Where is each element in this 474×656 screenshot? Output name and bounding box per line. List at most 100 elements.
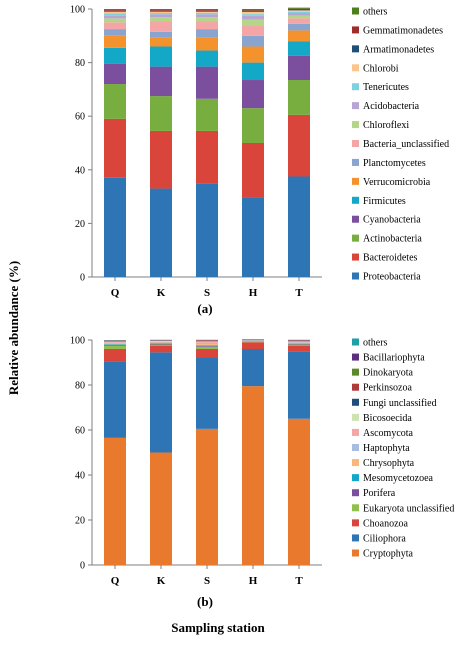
bar-segment <box>104 47 126 64</box>
legend-swatch <box>352 383 359 391</box>
bar-segment <box>150 13 172 15</box>
bar-segment <box>196 10 218 11</box>
bar-segment <box>288 55 310 81</box>
y-tick-label: 40 <box>75 471 85 482</box>
bar-segment <box>104 29 126 36</box>
bar-segment <box>150 46 172 67</box>
legend-label: Eukaryota unclassified <box>363 503 454 514</box>
x-tick-label: Q <box>111 287 120 299</box>
bar-segment <box>288 344 310 346</box>
panel-label: (a) <box>197 301 212 316</box>
legend-label: Mesomycetozoea <box>363 473 434 484</box>
bar-segment <box>196 10 218 12</box>
bar-segment <box>104 84 126 119</box>
x-tick-label: Q <box>111 575 120 587</box>
legend-swatch <box>352 353 359 361</box>
legend-swatch <box>352 177 359 185</box>
legend-swatch <box>352 140 359 147</box>
legend-swatch <box>352 413 359 421</box>
x-tick-label: T <box>295 575 303 587</box>
legend-swatch <box>352 459 359 467</box>
bar-segment <box>242 108 264 143</box>
legend-label: Gemmatimonadetes <box>363 25 443 36</box>
bar-segment <box>150 11 172 14</box>
bar-segment <box>288 10 310 12</box>
bar-segment <box>288 418 310 565</box>
bar-segment <box>196 358 218 429</box>
legend-label: Cyanobacteria <box>363 215 421 226</box>
bar-segment <box>196 344 218 346</box>
bar-segment <box>242 349 264 387</box>
bar-segment <box>150 10 172 11</box>
legend-label: Perkinsozoa <box>363 383 412 394</box>
legend-swatch <box>352 26 359 34</box>
bar-segment <box>104 344 126 346</box>
bar-segment <box>288 15 310 19</box>
legend-label: Chloroflexi <box>363 120 409 131</box>
bar-segment <box>196 346 218 349</box>
bar-segment <box>150 342 172 344</box>
bar-segment <box>104 342 126 343</box>
y-tick-label: 40 <box>75 165 85 176</box>
x-tick-label: S <box>204 575 210 587</box>
legend-label: Porifera <box>363 488 396 499</box>
bar-segment <box>104 361 126 438</box>
x-tick-label: K <box>157 575 166 587</box>
bar-segment <box>288 13 310 16</box>
y-tick-label: 0 <box>80 273 85 284</box>
bar-segment <box>242 25 264 36</box>
bar-segment <box>288 80 310 115</box>
bar-segment <box>196 98 218 131</box>
y-tick-label: 20 <box>75 219 85 230</box>
bar-segment <box>104 15 126 19</box>
x-tick-label: S <box>204 287 210 299</box>
bar-segment <box>104 11 126 14</box>
bar-segment <box>104 9 126 11</box>
y-tick-label: 60 <box>75 426 85 437</box>
legend-swatch <box>352 489 359 497</box>
bar-segment <box>196 17 218 22</box>
bar-segment <box>150 10 172 12</box>
bar-segment <box>196 341 218 343</box>
bar-segment <box>150 341 172 343</box>
legend-swatch <box>352 549 359 557</box>
legend-swatch <box>352 474 359 482</box>
bar-segment <box>242 35 264 47</box>
bar-segment <box>242 341 264 343</box>
legend-swatch <box>352 444 359 451</box>
bar-segment <box>196 12 218 15</box>
legend-swatch <box>352 83 359 91</box>
legend-label: Bicosoecida <box>363 413 412 424</box>
legend-swatch <box>352 504 359 512</box>
legend-label: Haptophyta <box>363 443 410 454</box>
bar-segment <box>196 342 218 343</box>
bar-segment <box>150 343 172 344</box>
legend-label: Cryptophyta <box>363 549 414 560</box>
y-axis-title: Relative abundance (%) <box>6 261 21 395</box>
bar-segment <box>104 344 126 345</box>
legend-swatch <box>352 121 359 129</box>
legend-label: Chlorobi <box>363 63 399 74</box>
legend-swatch <box>352 158 359 166</box>
legend-label: Acidobacteria <box>363 101 420 112</box>
bar-segment <box>242 11 264 15</box>
bar-segment <box>150 31 172 38</box>
bar-segment <box>150 37 172 47</box>
bar-segment <box>242 342 264 349</box>
bar-segment <box>288 18 310 24</box>
bar-segment <box>288 351 310 419</box>
bar-segment <box>150 352 172 453</box>
bar-segment <box>196 130 218 184</box>
bar-segment <box>242 80 264 109</box>
bar-segment <box>196 50 218 67</box>
bar-segment <box>288 342 310 343</box>
bar-segment <box>196 428 218 565</box>
panel-label: (b) <box>197 594 213 609</box>
bar-segment <box>150 9 172 11</box>
legend-swatch <box>352 398 359 406</box>
y-tick-label: 0 <box>80 561 85 572</box>
legend-swatch <box>352 519 359 527</box>
bar-segment <box>196 11 218 13</box>
bar-segment <box>104 343 126 345</box>
legend-label: Ciliophora <box>363 533 406 544</box>
